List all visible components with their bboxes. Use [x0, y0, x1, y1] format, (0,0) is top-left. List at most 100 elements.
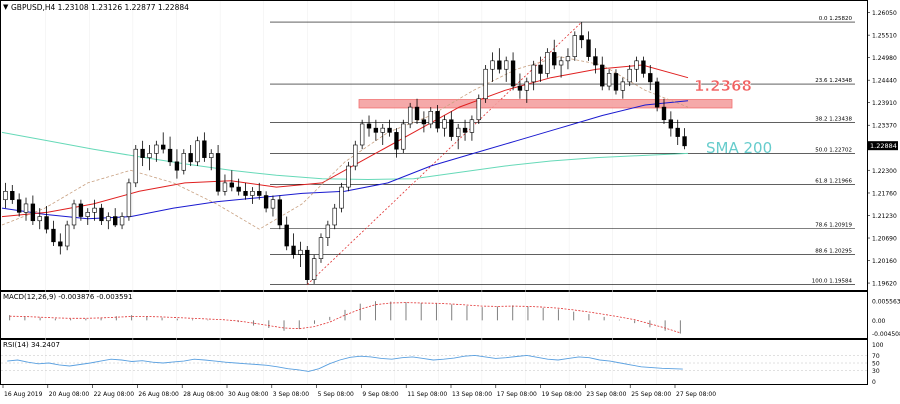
- time-tick-label: 17 Sep 08:00: [497, 391, 537, 398]
- candle-body: [113, 216, 118, 226]
- candle-body: [401, 123, 406, 150]
- rsi-title: RSI(14) 34.2407: [3, 341, 60, 349]
- candle-body: [428, 111, 433, 125]
- rsi-tick-label: 30: [872, 368, 880, 375]
- candle-body: [394, 132, 399, 150]
- macd-tick-label: 0.00: [872, 318, 886, 325]
- candle-body: [654, 81, 660, 108]
- candle-body: [85, 212, 90, 217]
- candle-body: [174, 161, 180, 171]
- candle-body: [552, 52, 557, 66]
- candle-body: [572, 35, 577, 57]
- price-tick-label: 1.22300: [872, 168, 897, 175]
- candle-body: [167, 148, 173, 163]
- rsi-tick-label: 70: [872, 353, 880, 360]
- trend-line: [306, 21, 582, 285]
- candle-body: [538, 64, 543, 74]
- resistance-label: 1.2368: [694, 77, 752, 95]
- candle-body: [140, 148, 145, 158]
- candle-body: [442, 119, 447, 129]
- current-price-value: 1.22884: [870, 142, 897, 150]
- fibo-level-label: 88.6 1.20295: [815, 249, 852, 255]
- candle-body: [648, 73, 653, 83]
- candle-body: [641, 60, 646, 74]
- time-tick-label: 26 Aug 08:00: [138, 391, 179, 398]
- candle-body: [462, 127, 468, 133]
- resistance-zone-box: [358, 99, 733, 109]
- candle-body: [298, 249, 303, 255]
- fibo-level-label: 61.8 1.21966: [815, 178, 852, 184]
- time-tick-label: 22 Aug 08:00: [94, 391, 135, 398]
- resistance-zone: [358, 99, 733, 109]
- candle-body: [339, 186, 344, 209]
- candle-body: [229, 182, 234, 188]
- candle-body: [126, 182, 132, 217]
- fibonacci-levels: 0.0 1.25820 23.6 1.24348 38.2 1.23438 50.0 …: [270, 16, 855, 285]
- candle-body: [510, 60, 516, 87]
- candle-body: [600, 64, 605, 87]
- candle-body: [277, 199, 283, 226]
- candle-body: [668, 119, 674, 129]
- candle-body: [373, 127, 379, 133]
- candle-body: [236, 186, 241, 192]
- time-tick-label: 5 Sep 08:00: [318, 391, 354, 398]
- fibo-level-label: 78.6 1.20919: [815, 222, 852, 228]
- candle-body: [469, 119, 475, 133]
- candle-body: [243, 190, 248, 196]
- time-tick-label: 20 Aug 08:00: [49, 391, 90, 398]
- candle-body: [620, 81, 626, 91]
- candle-body: [250, 190, 255, 196]
- price-tick-label: 1.19620: [872, 281, 897, 288]
- price-tick-label: 1.21760: [872, 190, 897, 197]
- main-panel-frame: [0, 0, 868, 291]
- price-tick-label: 1.24440: [872, 78, 897, 85]
- time-axis: 16 Aug 2019 20 Aug 08:00 22 Aug 08:00 26 Au…: [2, 384, 716, 398]
- macd-tick-label: 0.005563: [872, 298, 900, 305]
- macd-panel-frame: [0, 291, 868, 339]
- fibo-level-label: 38.2 1.23438: [815, 116, 852, 122]
- candle-body: [387, 127, 392, 133]
- macd-title: MACD(12,26,9) -0.003876 -0.003591: [3, 293, 132, 301]
- candle-body: [161, 144, 166, 150]
- rsi-tick-label: 100: [872, 342, 884, 349]
- candle-body: [586, 39, 591, 57]
- candle-body: [78, 203, 84, 217]
- candle-body: [16, 199, 22, 213]
- candle-body: [10, 190, 15, 201]
- candle-body: [305, 249, 310, 280]
- price-tick-label: 1.20160: [872, 258, 897, 265]
- candle-body: [195, 140, 200, 163]
- moving-average-line: [1, 64, 689, 218]
- candle-body: [524, 81, 529, 91]
- candle-body: [531, 64, 536, 83]
- candle-body: [37, 216, 42, 222]
- candle-body: [188, 153, 193, 163]
- candle-body: [106, 216, 111, 222]
- fibo-level-label: 50.0 1.22702: [815, 147, 852, 153]
- current-price-tag: [868, 141, 898, 151]
- candle-body: [202, 140, 207, 158]
- candle-body: [154, 144, 159, 154]
- price-tick-label: 1.23910: [872, 100, 897, 107]
- candle-body: [497, 60, 502, 70]
- fibo-level-label: 100.0 1.19584: [812, 279, 853, 285]
- fibo-level-label: 0.0 1.25820: [819, 16, 853, 22]
- menu-glyph-icon[interactable]: ▼: [3, 3, 9, 11]
- candle-body: [215, 153, 221, 192]
- candle-body: [490, 60, 495, 70]
- symbol-info: GBPUSD,H4 1.23108 1.23126 1.22877 1.2288…: [11, 3, 189, 12]
- time-tick-label: 30 Aug 08:00: [228, 391, 269, 398]
- candle-body: [51, 228, 56, 243]
- candle-body: [558, 60, 564, 66]
- candle-body: [284, 224, 289, 247]
- sma-200-label: SMA 200: [706, 139, 772, 157]
- candle-body: [311, 258, 317, 280]
- candle-body: [449, 119, 454, 137]
- candle-body: [119, 216, 125, 226]
- candle-body: [380, 127, 385, 133]
- time-tick-label: 16 Aug 2019: [4, 391, 43, 398]
- price-tick-label: 1.20690: [872, 236, 897, 243]
